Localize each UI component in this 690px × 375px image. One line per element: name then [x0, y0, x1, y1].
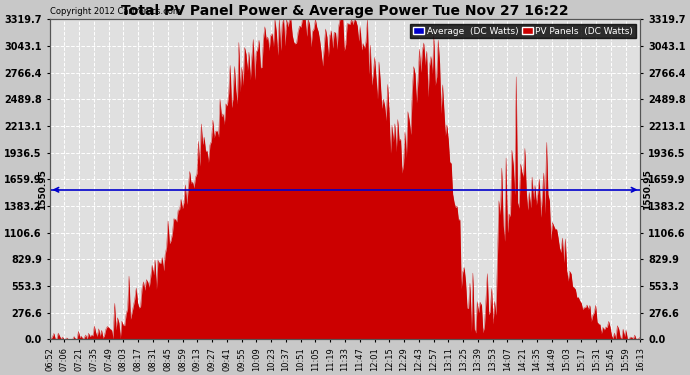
Legend: Average  (DC Watts), PV Panels  (DC Watts): Average (DC Watts), PV Panels (DC Watts): [411, 24, 636, 38]
Text: 1550.95: 1550.95: [643, 170, 653, 210]
Title: Total PV Panel Power & Average Power Tue Nov 27 16:22: Total PV Panel Power & Average Power Tue…: [121, 4, 569, 18]
Text: Copyright 2012 Cartronics.com: Copyright 2012 Cartronics.com: [50, 7, 181, 16]
Text: 1550.95: 1550.95: [37, 170, 47, 210]
